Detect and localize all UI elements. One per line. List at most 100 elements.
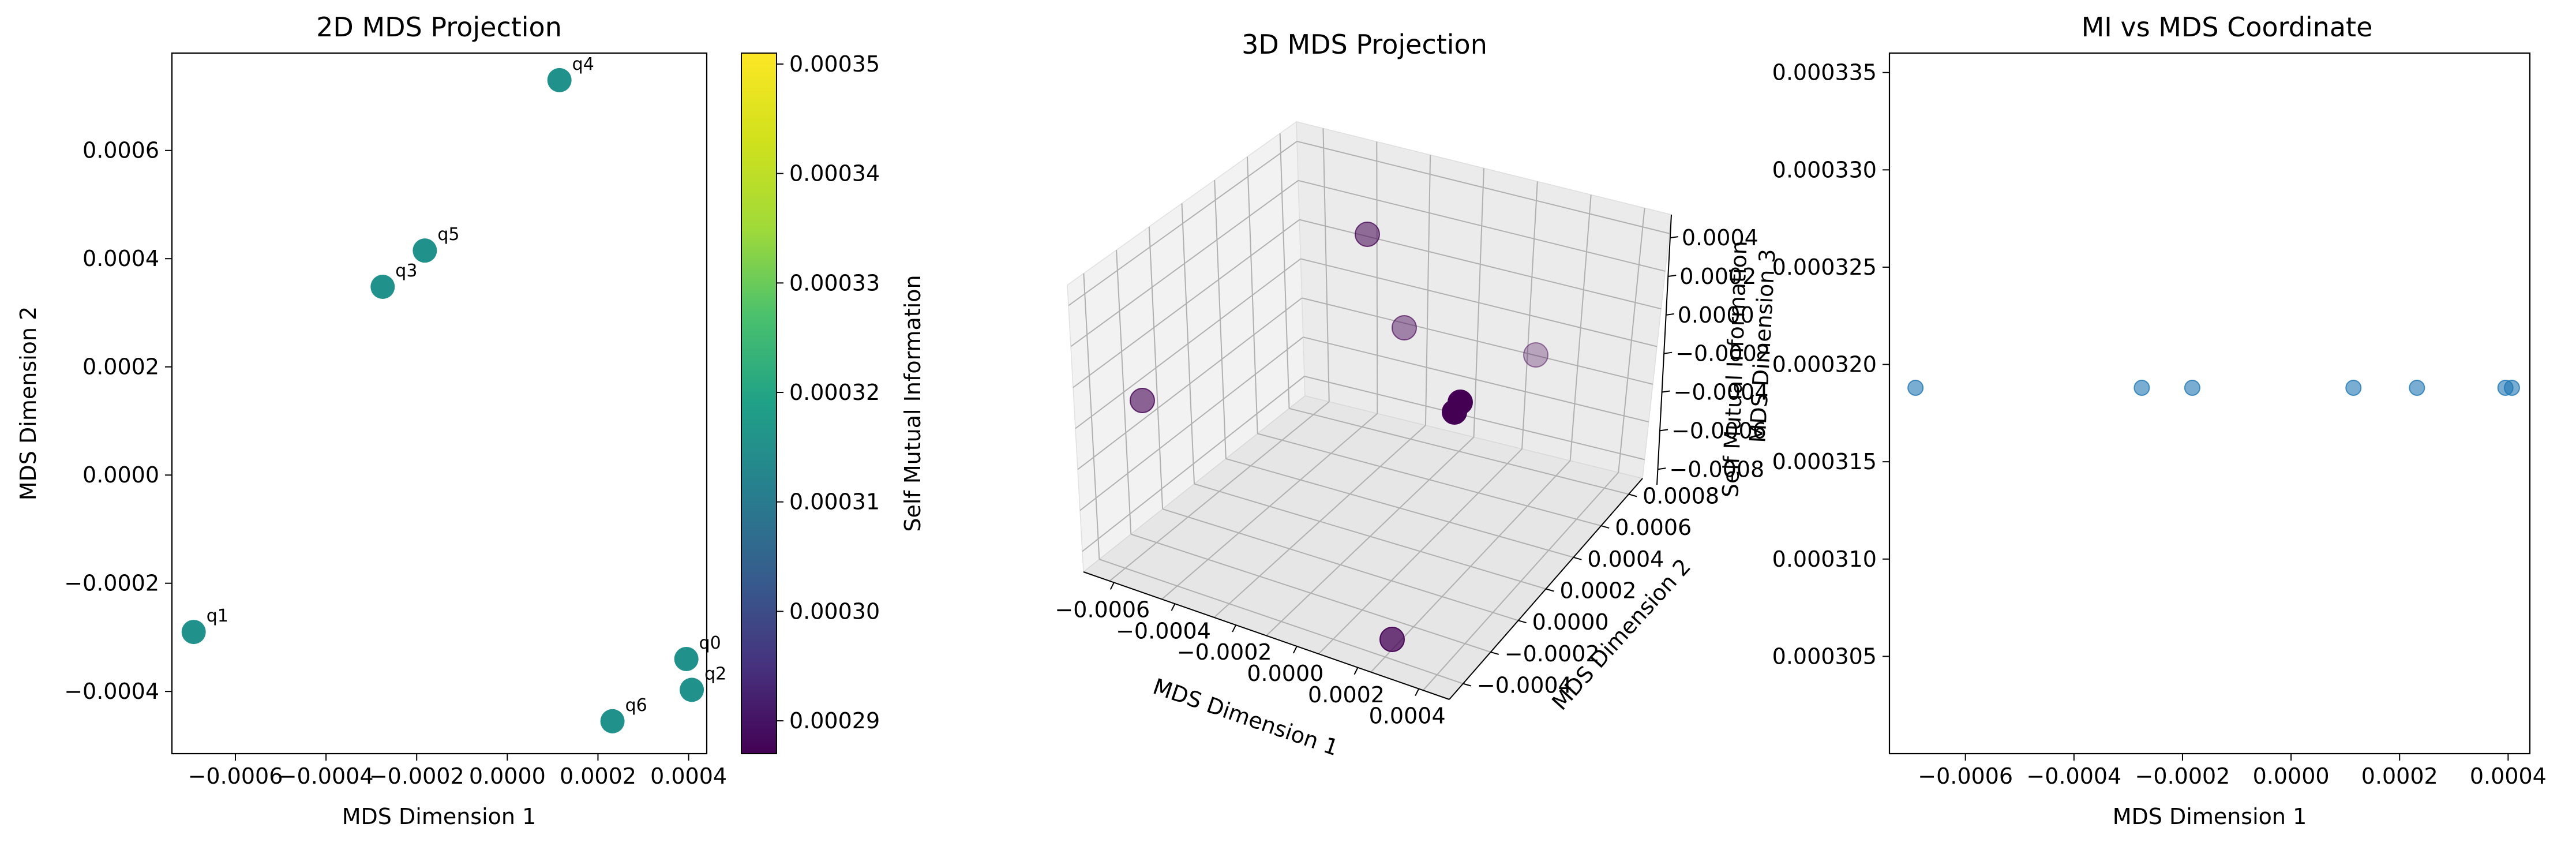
x-tick-mark xyxy=(1171,603,1176,611)
x-tick-label: 0.0002 xyxy=(560,763,636,789)
data-point xyxy=(1442,399,1467,425)
y-axis-ticks: −0.0004 −0.0002 0.0000 0.0002 0.0004 0.0006 xyxy=(64,138,172,704)
colorbar-tick-label: 0.00031 xyxy=(789,489,880,515)
data-point xyxy=(1355,222,1380,247)
z-tick-label: −0.0004 xyxy=(1674,380,1769,405)
colorbar-gradient xyxy=(741,53,777,754)
chart-title: 3D MDS Projection xyxy=(1242,29,1487,60)
point-label: q1 xyxy=(207,606,228,626)
z-tick-mark xyxy=(1658,467,1666,470)
point-label: q4 xyxy=(572,54,594,74)
x-axis-ticks: −0.0006 −0.0004 −0.0002 0.0000 0.0002 0.0004 xyxy=(1918,754,2547,789)
data-point xyxy=(181,620,206,645)
y-tick-label: 0.000335 xyxy=(1772,60,1877,85)
data-point xyxy=(2409,380,2425,396)
colorbar-tick-label: 0.00034 xyxy=(789,161,880,186)
x-tick-label: −0.0006 xyxy=(1918,763,2013,789)
x-tick-mark xyxy=(1232,624,1237,632)
grid-line xyxy=(1068,141,1298,306)
y-tick-label: 0.0002 xyxy=(1560,578,1637,604)
grid-line xyxy=(1257,433,1602,527)
y-tick-mark xyxy=(1573,556,1582,560)
mi-vs-mds-panel: MI vs MDS Coordinate −0.0006 −0.0004 −0.00… xyxy=(1772,12,2547,829)
colorbar-tick-label: 0.00029 xyxy=(789,708,880,733)
y-tick-label: 0.000320 xyxy=(1772,352,1877,377)
data-point xyxy=(1523,342,1548,368)
x-tick-label: −0.0004 xyxy=(2026,763,2121,789)
grid-line xyxy=(1225,458,1574,558)
x-tick-mark xyxy=(1353,667,1359,675)
grid-line xyxy=(1194,483,1546,590)
y-tick-label: 0.000315 xyxy=(1772,449,1877,474)
x-tick-label: 0.0000 xyxy=(2253,763,2330,789)
grid-line xyxy=(1473,168,1484,437)
data-point xyxy=(674,646,699,671)
data-point xyxy=(370,274,395,299)
grid-line xyxy=(1246,156,1258,434)
y-tick-label: 0.0004 xyxy=(1587,546,1664,572)
x-tick-mark xyxy=(1109,582,1115,590)
data-point xyxy=(1130,388,1155,413)
grid-line xyxy=(1070,179,1299,347)
z-tick-label: −0.0002 xyxy=(1675,341,1771,366)
grid-line xyxy=(1569,194,1592,461)
x-tick-label: 0.0004 xyxy=(2470,763,2547,789)
colorbar-ticks: 0.00029 0.00030 0.00031 0.00032 0.00033 0.000… xyxy=(777,51,880,733)
chart-title: MI vs MDS Coordinate xyxy=(2082,12,2373,43)
z-tick-mark xyxy=(1666,313,1674,316)
data-point xyxy=(2345,380,2362,396)
colorbar-tick-label: 0.00030 xyxy=(789,598,880,624)
x-tick-label: −0.0006 xyxy=(188,763,283,789)
x-tick-label: −0.0002 xyxy=(1177,639,1272,665)
x-tick-label: −0.0004 xyxy=(279,763,374,789)
x-tick-label: 0.0004 xyxy=(1369,703,1446,729)
z-tick-label: −0.0008 xyxy=(1669,456,1764,482)
grid-line xyxy=(1618,208,1645,473)
y-tick-label: 0.0000 xyxy=(83,462,159,488)
y-tick-label: 0.0006 xyxy=(83,138,159,163)
x-tick-label: −0.0004 xyxy=(1116,618,1211,643)
grid-line xyxy=(1279,133,1290,409)
x-tick-label: −0.0006 xyxy=(1055,597,1150,622)
z-tick-mark xyxy=(1659,429,1668,432)
grid-line xyxy=(1296,140,1670,234)
point-label: q2 xyxy=(704,664,726,684)
x-tick-label: −0.0002 xyxy=(369,763,464,789)
y-tick-label: 0.0000 xyxy=(1532,609,1609,635)
x-axis-label: MDS Dimension 1 xyxy=(342,804,537,829)
y-tick-mark xyxy=(1628,493,1637,497)
x-axis-label: MDS Dimension 1 xyxy=(2113,804,2307,829)
z-tick-label: −0.0006 xyxy=(1671,418,1767,443)
x-tick-label: 0.0004 xyxy=(650,763,727,789)
data-points xyxy=(1907,380,2520,396)
y-tick-mark xyxy=(1518,620,1527,624)
colorbar-tick-label: 0.00035 xyxy=(789,51,880,77)
point-label: q3 xyxy=(395,261,417,281)
grid-line xyxy=(1214,180,1227,459)
x-tick-label: 0.0000 xyxy=(1247,661,1323,686)
x-tick-label: 0.0000 xyxy=(469,763,546,789)
grid-line xyxy=(1073,219,1300,388)
grid-line xyxy=(1289,407,1629,495)
z-tick-mark xyxy=(1668,274,1677,277)
data-point xyxy=(2503,380,2520,396)
colorbar-label: Self Mutual Information xyxy=(900,275,925,531)
y-tick-label: 0.0006 xyxy=(1615,515,1692,540)
y-tick-label: 0.000325 xyxy=(1772,254,1877,280)
y-tick-mark xyxy=(1463,683,1472,687)
data-point xyxy=(600,709,625,733)
y-tick-label: 0.000305 xyxy=(1772,643,1877,669)
colorbar-tick-label: 0.00032 xyxy=(789,380,880,405)
x-tick-mark xyxy=(1415,688,1420,697)
chart-title: 2D MDS Projection xyxy=(316,12,562,43)
data-point xyxy=(1392,315,1417,340)
y-axis-ticks: 0.000305 0.000310 0.000315 0.000320 0.000325… xyxy=(1772,60,1889,669)
y-tick-label: 0.000330 xyxy=(1772,157,1877,182)
colorbar-tick-label: 0.00033 xyxy=(789,270,880,295)
data-points xyxy=(1130,222,1548,652)
data-point xyxy=(413,238,437,263)
y-tick-label: −0.0004 xyxy=(1477,673,1572,698)
plot-area xyxy=(171,52,708,755)
grid-line xyxy=(1298,179,1666,272)
